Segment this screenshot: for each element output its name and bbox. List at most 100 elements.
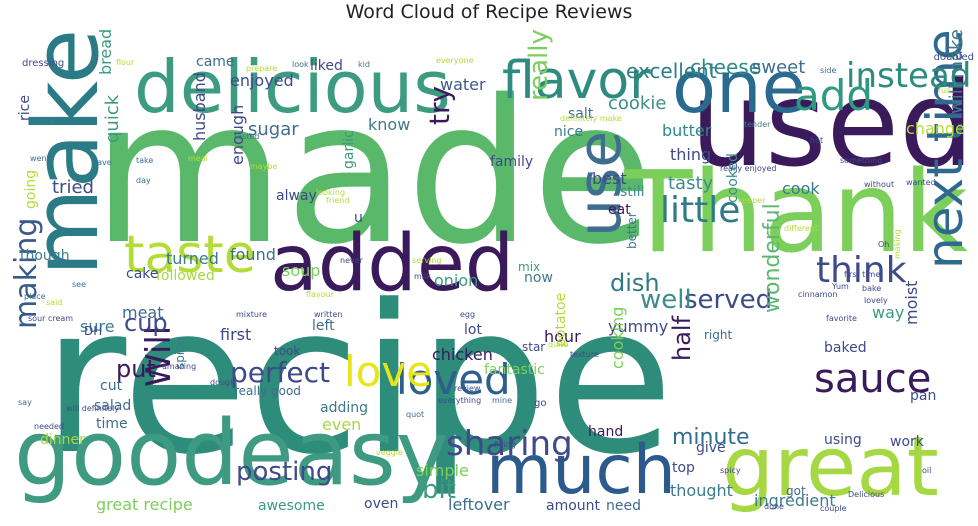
- word-tasted: tasted: [234, 132, 260, 141]
- word-wanted: wanted: [906, 178, 936, 187]
- word-ingredient: ingredient: [754, 491, 836, 510]
- word-quick: quick: [102, 94, 123, 143]
- word-posting: posting: [236, 457, 333, 487]
- word-way: way: [872, 303, 905, 322]
- word-salad: salad: [94, 398, 132, 414]
- chart-title: Word Cloud of Recipe Reviews: [345, 1, 633, 23]
- word-onion: onion: [434, 271, 479, 290]
- word-review: review: [454, 384, 481, 393]
- word-sharing: sharing: [446, 424, 573, 464]
- word-needed: needed: [34, 422, 64, 431]
- word-yum: Yum: [832, 282, 849, 291]
- word-take: take: [136, 156, 154, 165]
- word-something: something: [840, 156, 883, 165]
- word-side: side: [820, 66, 837, 75]
- word-said: said: [46, 298, 63, 307]
- word-sure: sure: [80, 317, 115, 336]
- word-done: done: [764, 502, 784, 511]
- word-kid: kid: [358, 60, 370, 69]
- word-milk: milk: [414, 272, 431, 281]
- word-put: put: [116, 355, 156, 383]
- word-hot: hot: [810, 136, 824, 145]
- word-one: one: [672, 45, 806, 129]
- word-eat: eat: [608, 202, 631, 218]
- word-made: made: [92, 57, 654, 288]
- word-enjoyed: enjoyed: [230, 71, 294, 90]
- word-delicious: Delicious: [848, 490, 885, 499]
- word-meat: meat: [122, 303, 164, 322]
- word-cinnamon: cinnamon: [798, 290, 838, 299]
- word-making: making: [9, 217, 44, 329]
- word-mix: mix: [518, 260, 541, 274]
- word-though: though: [20, 248, 70, 264]
- word-great: great: [722, 420, 939, 513]
- word-sweet: sweet: [752, 57, 806, 78]
- word-work: work: [890, 434, 924, 450]
- word-flavour: flavour: [306, 290, 334, 299]
- word-came: came: [196, 54, 235, 70]
- word-will-definitely: will definitely: [66, 404, 120, 413]
- word-thing: thing: [670, 145, 712, 164]
- word-added: added: [270, 219, 515, 309]
- word-garlic: garlic: [341, 130, 357, 169]
- word-excellent: excellent: [626, 59, 717, 83]
- word-tasty: tasty: [668, 173, 714, 194]
- word-love: love: [344, 347, 433, 396]
- word-bake: bake: [862, 284, 882, 293]
- word-couple: couple: [820, 504, 847, 513]
- word-liked: liked: [310, 58, 343, 74]
- word-turned: turned: [166, 249, 219, 268]
- word-got: got: [786, 484, 806, 498]
- word-star: star: [522, 340, 546, 354]
- word-even: even: [322, 415, 362, 434]
- word-cake: cake: [126, 266, 159, 282]
- word-pan: pan: [910, 388, 937, 404]
- word-salt: salt: [568, 106, 594, 122]
- word-without: without: [864, 180, 895, 189]
- word-tried: tried: [52, 177, 94, 198]
- word-lot: lot: [464, 322, 482, 338]
- word-water: water: [440, 75, 486, 94]
- word-dough: dough: [210, 378, 236, 387]
- word-keeper: keeper: [738, 196, 766, 205]
- word-serving: serving: [412, 256, 442, 265]
- word-really: really: [524, 29, 554, 101]
- word-baked: baked: [824, 340, 867, 356]
- word-favorite: favorite: [826, 314, 857, 323]
- word-thank: Thank: [624, 148, 968, 278]
- word-husband: husband: [190, 72, 209, 141]
- word-egg: egg: [460, 310, 476, 319]
- word-dish: dish: [610, 269, 660, 297]
- word-much: much: [486, 431, 676, 510]
- word-sugar: sugar: [248, 119, 299, 140]
- word-look: look: [292, 60, 309, 69]
- word-doubled: doubled: [933, 52, 974, 63]
- word-delicious: delicious: [134, 45, 451, 129]
- word-right: right: [704, 328, 733, 342]
- word-everything: everything: [438, 396, 482, 405]
- word-say: say: [18, 398, 32, 407]
- word-soup: soup: [282, 261, 321, 280]
- word-potatoe: potatoe: [553, 292, 569, 347]
- word-alway: alway: [276, 188, 317, 204]
- word-written: written: [314, 310, 343, 319]
- word-leftover: leftover: [448, 495, 510, 513]
- word-everyone: everyone: [436, 56, 474, 65]
- word-found: found: [230, 245, 276, 264]
- word-instead: instead: [846, 56, 972, 96]
- word-cheese: cheese: [690, 55, 762, 79]
- word-extra: extra: [34, 116, 55, 125]
- word-oven: oven: [364, 496, 399, 512]
- word-u: u: [354, 210, 363, 226]
- word-add: add: [794, 71, 874, 120]
- word-took: took: [274, 344, 301, 358]
- word-wonderful: wonderful: [760, 203, 785, 313]
- word-loved: loved: [396, 355, 511, 404]
- word-taste: taste: [124, 225, 256, 285]
- word-go: go: [534, 398, 547, 409]
- word-awesome: awesome: [258, 498, 325, 513]
- word-top: top: [672, 460, 695, 476]
- word-hand: hand: [588, 424, 624, 440]
- word-cup: cup: [124, 309, 168, 337]
- word-flavor: flavor: [502, 51, 651, 111]
